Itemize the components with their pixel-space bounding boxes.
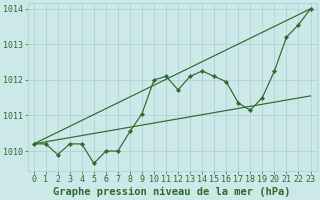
X-axis label: Graphe pression niveau de la mer (hPa): Graphe pression niveau de la mer (hPa) (53, 186, 291, 197)
